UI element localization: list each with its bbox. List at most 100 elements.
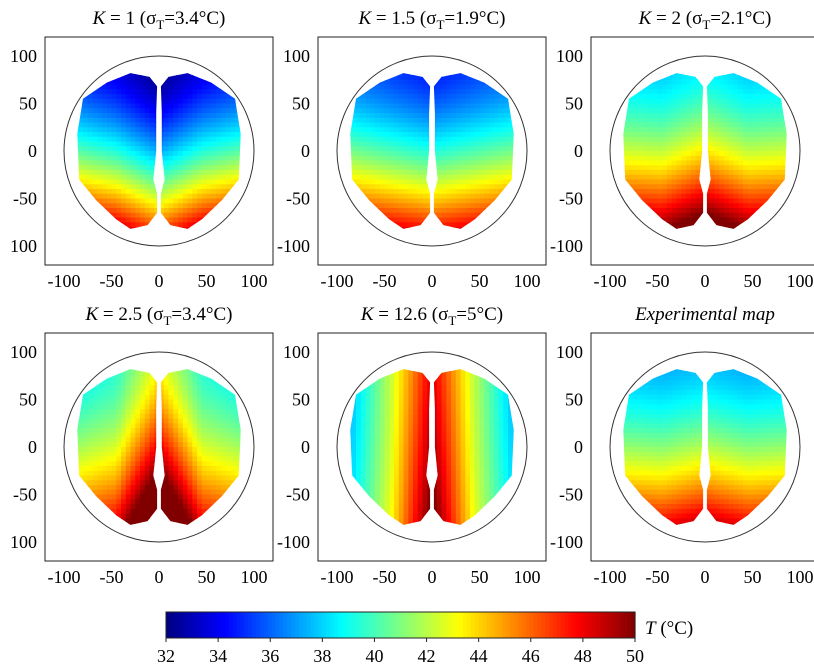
title-subscript: T [436,17,444,32]
colorbar-swatch [580,612,585,638]
y-tick-label: 100 [556,342,583,362]
colorbar-swatch [291,612,296,638]
x-tick-label: 0 [155,271,164,291]
y-tick-label: -50 [286,485,310,505]
title-subscript: T [156,17,164,32]
colorbar-swatch [592,612,597,638]
colorbar-swatch [517,612,523,638]
heatmap-panel-5: K = 12.6 (σT=5°C) 100 50 0 -50 -100 -100 -50 0 50… [277,304,547,587]
panel-title: K = 2.5 (σT=3.4°C) [84,304,232,328]
colorbar-swatch [490,612,495,638]
colorbar-swatch [177,612,183,638]
colorbar-swatch [181,612,187,638]
colorbar-swatch [576,612,581,638]
title-k: K [357,8,372,29]
title-subscript: T [448,313,456,328]
x-tick-label: -100 [321,271,354,291]
x-tick-label: -100 [48,567,81,587]
y-tick-label: 50 [565,390,583,410]
y-tick-label: 50 [292,94,310,114]
colorbar-tick-label: 44 [470,646,488,666]
panel-title: K = 1.5 (σT=1.9°C) [357,8,505,32]
y-tick-label: 50 [565,94,583,114]
colorbar-swatch [189,612,194,638]
plot-frame [44,332,274,562]
colorbar-swatch [298,612,304,638]
y-tick-label: -100 [550,236,583,256]
panel-title: K = 1 (σT=3.4°C) [92,8,226,32]
heatmap-panel-2: K = 1.5 (σT=1.9°C) 100 50 0 -50 -100 -100 -50 0 5… [277,8,547,291]
colorbar-swatch [216,612,222,638]
colorbar-swatch [513,612,519,638]
colorbar: 32 34 36 38 40 42 44 46 48 50T (°C) [157,611,693,666]
colorbar-swatch [564,612,570,638]
colorbar-swatch [248,612,253,638]
colorbar-swatch [611,612,617,638]
heatmap-cells [623,73,787,229]
colorbar-swatch [334,612,339,638]
colorbar-swatch [431,612,437,638]
colorbar-swatch [357,612,363,638]
x-tick-label: 100 [787,271,814,291]
colorbar-swatch [545,612,550,638]
y-tick-label: -50 [559,485,583,505]
y-tick-label: 0 [301,141,310,161]
colorbar-swatch [193,612,198,638]
colorbar-swatch [228,612,234,638]
y-tick-label: 50 [19,94,37,114]
colorbar-swatch [584,612,589,638]
x-tick-label: 0 [155,567,164,587]
y-tick-label: 0 [574,141,583,161]
panel-title: Experimental map [634,304,775,325]
colorbar-swatch [349,612,355,638]
y-tick-label: 0 [574,437,583,457]
y-tick-label: -50 [286,189,310,209]
colorbar-swatch [330,612,335,638]
colorbar-tick-label: 34 [209,646,227,666]
x-tick-label: 0 [701,567,710,587]
colorbar-tick-label: 40 [365,646,383,666]
y-tick-label: 50 [19,390,37,410]
colorbar-swatch [478,612,484,638]
colorbar-swatch [341,612,347,638]
colorbar-swatch [384,612,390,638]
colorbar-swatch [400,612,406,638]
colorbar-swatch [205,612,210,638]
colorbar-swatch [443,612,448,638]
title-text: = 1 (σ [105,8,156,29]
x-tick-label: 0 [428,271,437,291]
colorbar-swatch [502,612,507,638]
title-k: K [638,8,653,29]
title-tail: =5°C) [456,304,503,325]
colorbar-swatch [631,612,636,638]
colorbar-swatch [588,612,593,638]
colorbar-swatch [416,612,421,638]
colorbar-swatch [251,612,257,638]
x-tick-label: -50 [646,271,670,291]
colorbar-swatch [166,612,171,638]
y-tick-label: 100 [283,342,310,362]
colorbar-swatch [439,612,445,638]
title-k: K [92,8,107,29]
x-tick-label: -100 [594,271,627,291]
colorbar-swatch [232,612,237,638]
colorbar-swatch [615,612,620,638]
colorbar-swatch [337,612,343,638]
colorbar-swatch [470,612,476,638]
heatmap-cells [350,369,514,525]
title-text: = 2.5 (σ [98,304,163,325]
colorbar-swatch [509,612,515,638]
y-tick-label: -50 [559,189,583,209]
colorbar-swatch [212,612,218,638]
heatmap-cells [623,369,787,525]
colorbar-swatch [572,612,577,638]
colorbar-swatch [314,612,320,638]
colorbar-swatch [435,612,441,638]
domain-circle [609,55,801,247]
colorbar-swatch [377,612,382,638]
colorbar-swatch [408,612,413,638]
colorbar-swatch [599,612,605,638]
colorbar-tick-label: 50 [626,646,644,666]
colorbar-swatch [275,612,280,638]
